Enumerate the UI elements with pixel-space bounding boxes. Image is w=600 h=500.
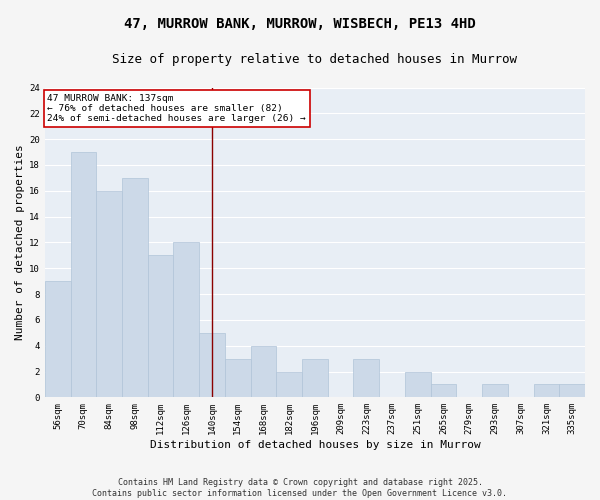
Bar bbox=[482, 384, 508, 398]
Y-axis label: Number of detached properties: Number of detached properties bbox=[15, 144, 25, 340]
Bar bbox=[199, 333, 225, 398]
Text: 47, MURROW BANK, MURROW, WISBECH, PE13 4HD: 47, MURROW BANK, MURROW, WISBECH, PE13 4… bbox=[124, 18, 476, 32]
Bar bbox=[173, 242, 199, 398]
Bar bbox=[96, 191, 122, 398]
Bar bbox=[533, 384, 559, 398]
Bar bbox=[559, 384, 585, 398]
Bar bbox=[431, 384, 457, 398]
Text: Contains HM Land Registry data © Crown copyright and database right 2025.
Contai: Contains HM Land Registry data © Crown c… bbox=[92, 478, 508, 498]
Title: Size of property relative to detached houses in Murrow: Size of property relative to detached ho… bbox=[112, 52, 517, 66]
Bar bbox=[405, 372, 431, 398]
Bar bbox=[225, 358, 251, 398]
Bar bbox=[122, 178, 148, 398]
X-axis label: Distribution of detached houses by size in Murrow: Distribution of detached houses by size … bbox=[149, 440, 480, 450]
Bar bbox=[148, 256, 173, 398]
Bar bbox=[353, 358, 379, 398]
Bar bbox=[251, 346, 277, 398]
Bar bbox=[71, 152, 96, 398]
Bar bbox=[302, 358, 328, 398]
Text: 47 MURROW BANK: 137sqm
← 76% of detached houses are smaller (82)
24% of semi-det: 47 MURROW BANK: 137sqm ← 76% of detached… bbox=[47, 94, 306, 124]
Bar bbox=[45, 281, 71, 398]
Bar bbox=[277, 372, 302, 398]
